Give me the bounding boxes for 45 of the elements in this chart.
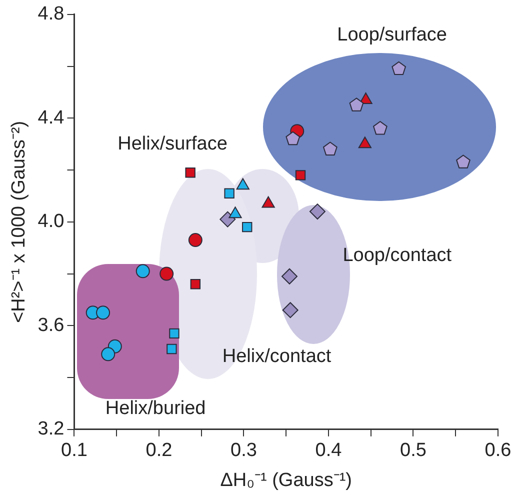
x-tick-label: 0.5 <box>400 440 426 462</box>
point <box>282 302 298 318</box>
point <box>262 196 275 208</box>
point <box>358 136 372 148</box>
annotation: Helix/contact <box>222 346 332 368</box>
x-tick-label: 0.3 <box>230 440 257 462</box>
point <box>456 154 470 168</box>
x-tick-label: 0.2 <box>146 440 172 462</box>
x-tick-label: 0.4 <box>315 440 342 462</box>
point <box>190 279 201 290</box>
point <box>281 268 298 284</box>
point <box>236 178 250 190</box>
y-tick-label: 4.8 <box>38 4 64 25</box>
y-tick-label: 4.0 <box>38 211 64 232</box>
point <box>220 211 236 228</box>
annotation: Helix/buried <box>105 398 206 419</box>
annotation: Loop/surface <box>337 24 447 46</box>
point <box>242 222 252 232</box>
point <box>160 266 174 281</box>
point <box>392 61 406 76</box>
y-tick-label: 4.4 <box>38 107 65 128</box>
point <box>309 204 326 220</box>
x-tick-label: 0.1 <box>61 440 88 462</box>
point <box>224 188 234 198</box>
point <box>359 92 372 104</box>
point <box>228 206 242 218</box>
annotation: Loop/contact <box>342 244 452 266</box>
point <box>286 131 300 146</box>
annotation: Helix/surface <box>118 133 228 154</box>
point <box>96 306 110 320</box>
point <box>349 98 364 112</box>
point <box>136 264 150 278</box>
x-axis-title: ΔH₀⁻¹ (Gauss⁻¹) <box>220 470 352 491</box>
point <box>295 170 306 180</box>
point <box>188 233 202 248</box>
point <box>169 328 180 339</box>
point <box>101 347 116 362</box>
point <box>185 168 196 178</box>
y-tick-label: 3.6 <box>38 314 64 336</box>
point <box>323 142 338 156</box>
point <box>166 344 177 354</box>
y-axis-title: <H²>⁻¹ x 1000 (Gauss⁻²) <box>8 120 30 323</box>
y-tick-label: 3.2 <box>38 418 64 440</box>
point <box>373 121 388 135</box>
x-tick-label: 0.6 <box>484 440 512 462</box>
